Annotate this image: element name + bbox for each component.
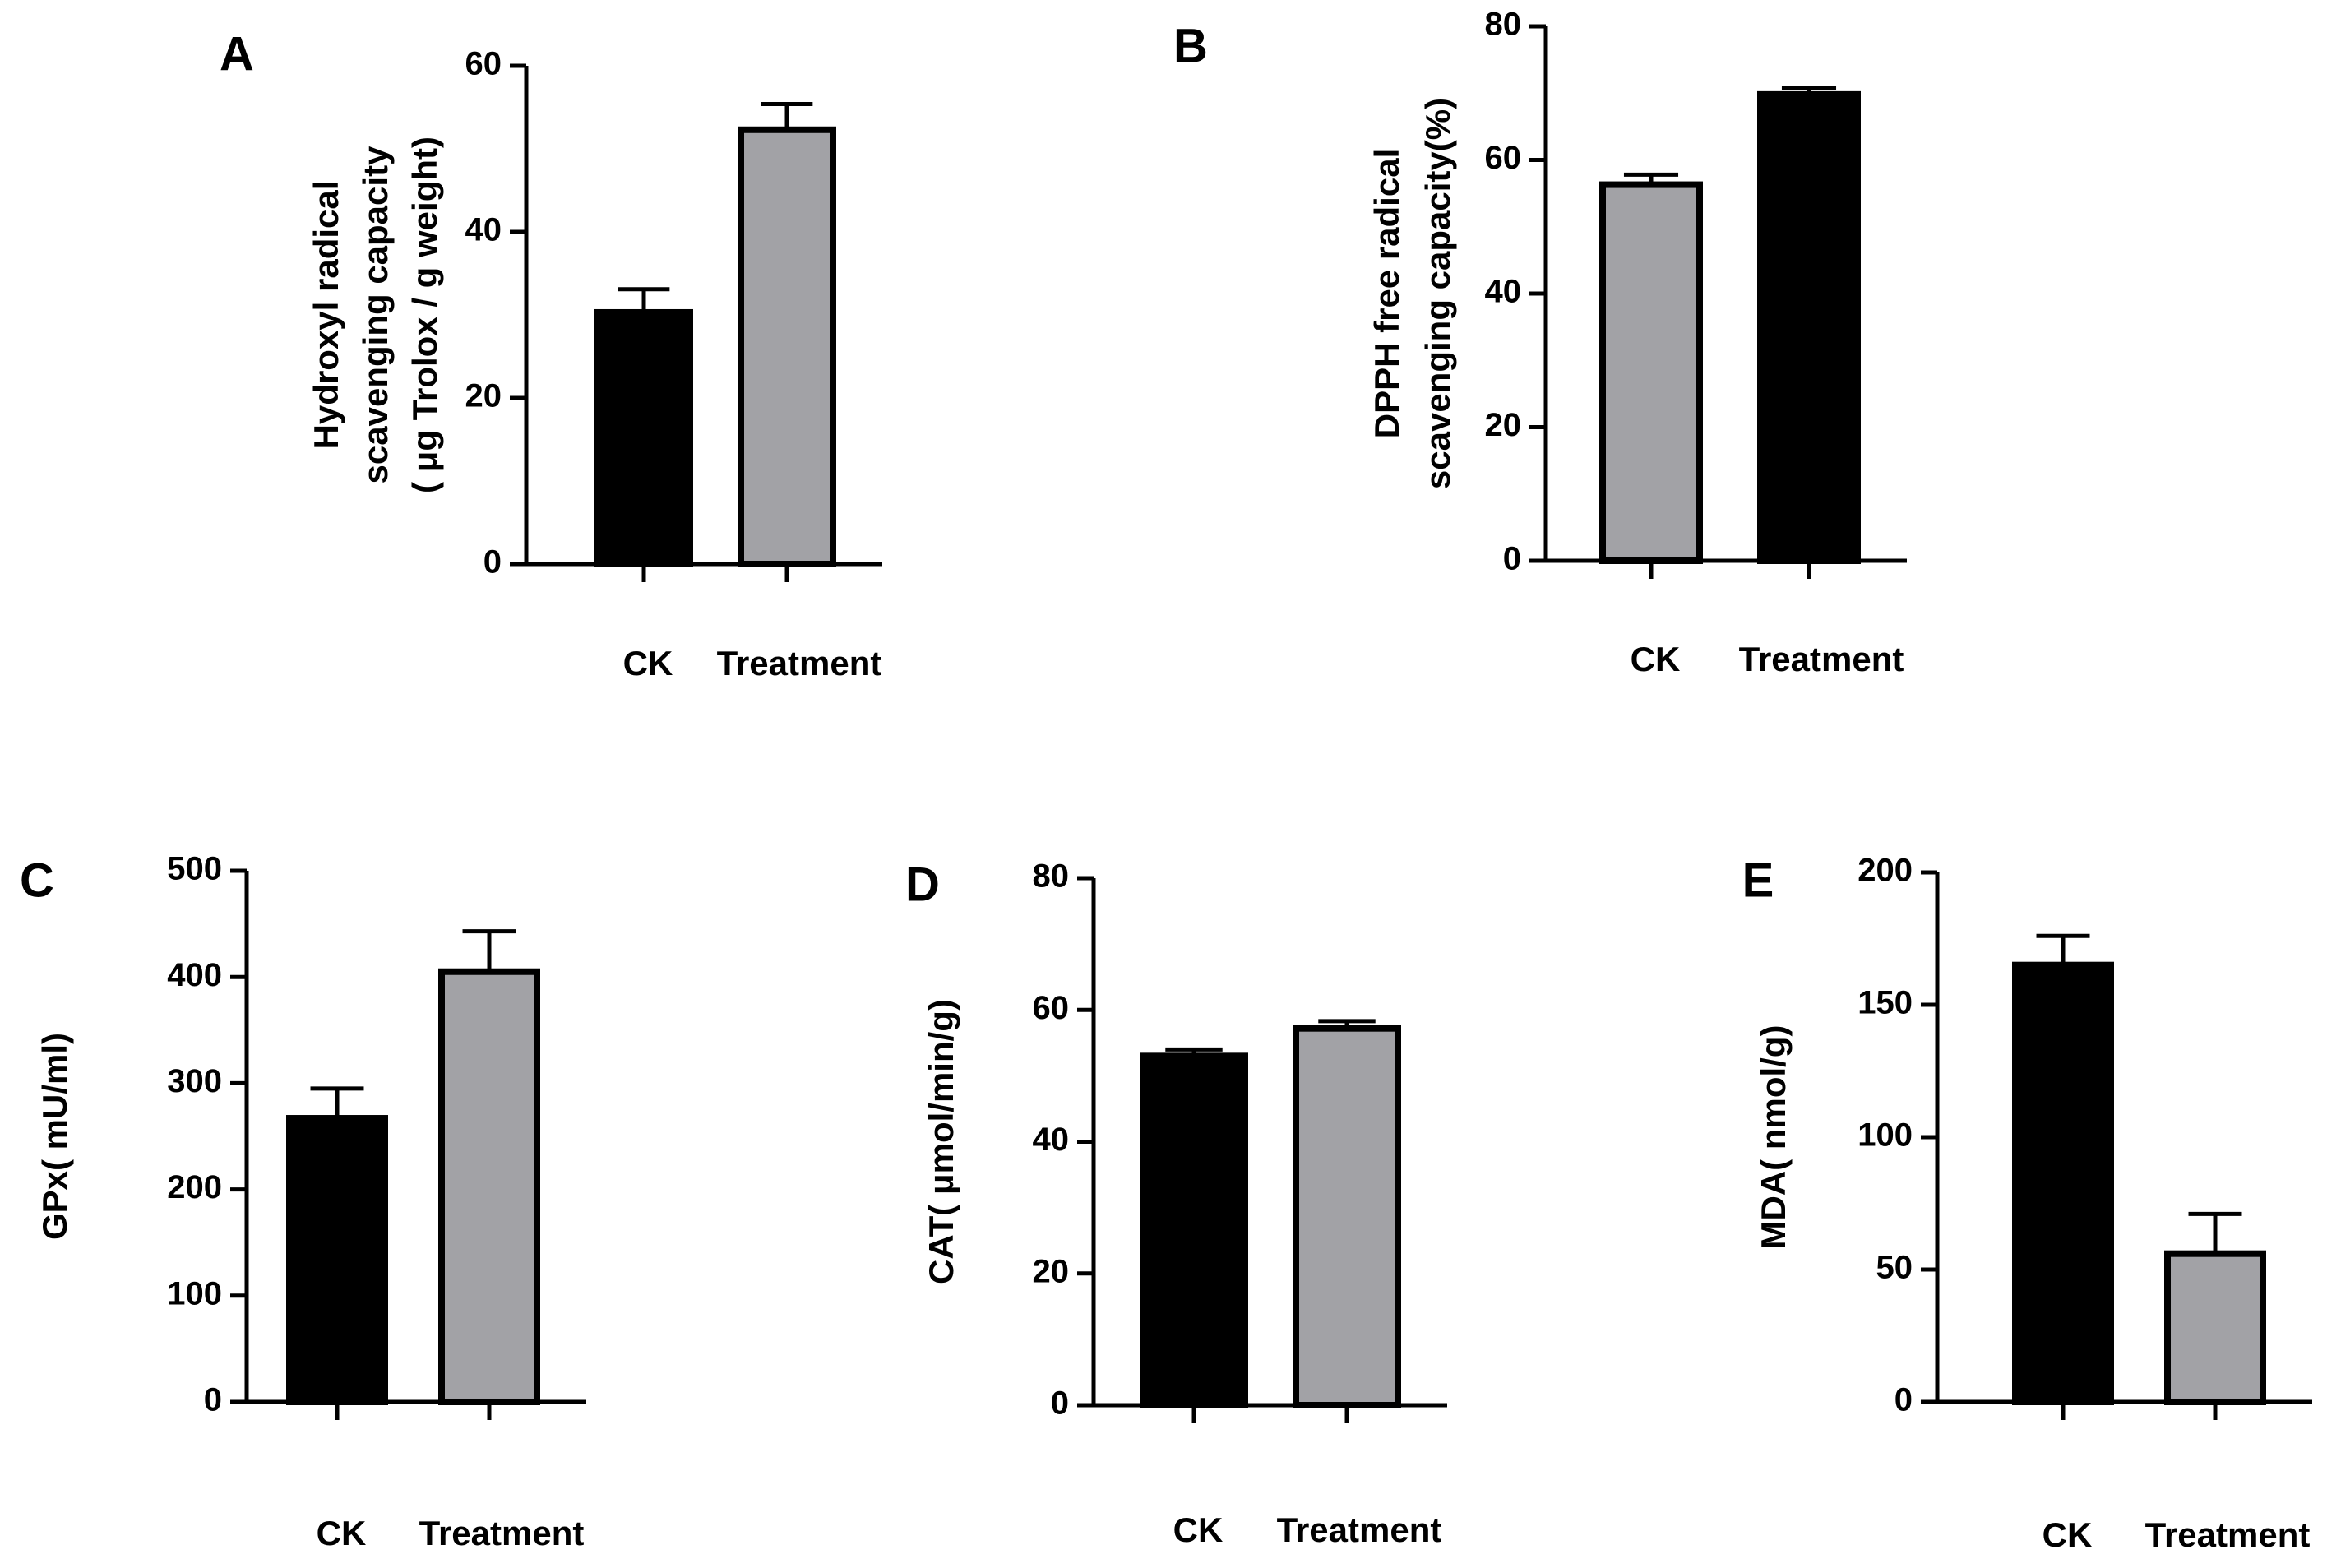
- panel-a-category-label-treatment: Treatment: [717, 644, 882, 682]
- panel-c-y-tick-label: 400: [167, 957, 222, 993]
- panel-d-bar-ck: [1140, 1052, 1248, 1409]
- panel-b-bar-ck: [1599, 181, 1703, 564]
- panel-d-y-tick-label: 40: [1033, 1122, 1070, 1158]
- panel-c-bar-ck: [286, 1115, 388, 1405]
- panel-d-category-label-treatment: Treatment: [1277, 1510, 1442, 1549]
- panel-e-y-tick-label: 150: [1857, 985, 1913, 1021]
- panel-c-y-tick-label: 300: [167, 1063, 222, 1099]
- panel-a-y-axis-title: scavenging capacity: [356, 146, 395, 483]
- panel-e-y-tick-label: 100: [1857, 1117, 1913, 1154]
- panel-b-y-axis-title: scavenging capacity(%): [1418, 98, 1457, 489]
- panel-c-y-tick-label: 500: [167, 851, 222, 887]
- panel-c-y-axis-title: GPx( mU/ml): [35, 1033, 74, 1240]
- panel-e-bar-ck: [2012, 961, 2114, 1405]
- panel-c-label: C: [20, 853, 54, 907]
- panel-a-y-tick-label: 20: [465, 378, 502, 414]
- panel-e-bar-treatment: [2164, 1250, 2266, 1406]
- panel-b-y-tick-label: 40: [1485, 274, 1522, 310]
- panel-a-y-tick-label: 0: [483, 544, 502, 580]
- panel-d-y-tick-label: 80: [1033, 858, 1070, 895]
- panel-b-y-tick-label: 60: [1485, 140, 1522, 176]
- panel-e-y-axis-title: MDA( nmol/g): [1754, 1025, 1793, 1250]
- panel-e-y-tick-label: 0: [1894, 1382, 1913, 1418]
- panel-e-y-tick-label: 200: [1857, 853, 1913, 889]
- panel-d-bar-treatment: [1293, 1025, 1401, 1409]
- panel-d-y-axis-title: CAT( μmol/min/g): [922, 999, 960, 1284]
- panel-d-category-label-ck: CK: [1173, 1510, 1224, 1549]
- panel-e-category-label-ck: CK: [2042, 1515, 2093, 1554]
- panel-d-label: D: [905, 858, 940, 911]
- panel-b-category-label-treatment: Treatment: [1739, 640, 1904, 678]
- panel-b-y-tick-label: 0: [1503, 541, 1521, 577]
- panel-a-y-tick-label: 40: [465, 212, 502, 248]
- panel-c-bar-treatment: [438, 968, 540, 1405]
- panel-a-y-tick-label: 60: [465, 46, 502, 82]
- panel-e-label: E: [1742, 853, 1774, 907]
- panel-c-category-label-ck: CK: [317, 1514, 367, 1552]
- panel-a-bar-ck: [594, 308, 693, 567]
- panel-d-y-tick-label: 60: [1033, 990, 1070, 1026]
- panel-a-category-label-ck: CK: [623, 644, 673, 682]
- panel-b-y-axis-title: DPPH free radical: [1367, 149, 1406, 439]
- panel-b-y-tick-label: 80: [1485, 7, 1522, 43]
- panel-d-y-tick-label: 20: [1033, 1253, 1070, 1289]
- panel-c-y-tick-label: 0: [204, 1382, 222, 1418]
- panel-b-y-tick-label: 20: [1485, 407, 1522, 443]
- panel-e-category-label-treatment: Treatment: [2145, 1515, 2311, 1554]
- panel-d-y-tick-label: 0: [1051, 1385, 1069, 1422]
- panel-c-y-tick-label: 100: [167, 1275, 222, 1311]
- panel-c-y-tick-label: 200: [167, 1169, 222, 1205]
- panel-a-bar-treatment: [738, 126, 836, 567]
- panel-a-label: A: [220, 27, 254, 81]
- panel-b-category-label-ck: CK: [1631, 640, 1681, 678]
- panel-c-category-label-treatment: Treatment: [419, 1514, 585, 1552]
- panel-a-y-axis-title: Hydroxyl radical: [307, 181, 345, 450]
- panel-e-y-tick-label: 50: [1876, 1250, 1913, 1286]
- panel-b-label: B: [1173, 19, 1208, 72]
- panel-a-y-axis-title: ( μg Trolox / g weight): [405, 136, 444, 493]
- panel-b-bar-treatment: [1757, 90, 1861, 564]
